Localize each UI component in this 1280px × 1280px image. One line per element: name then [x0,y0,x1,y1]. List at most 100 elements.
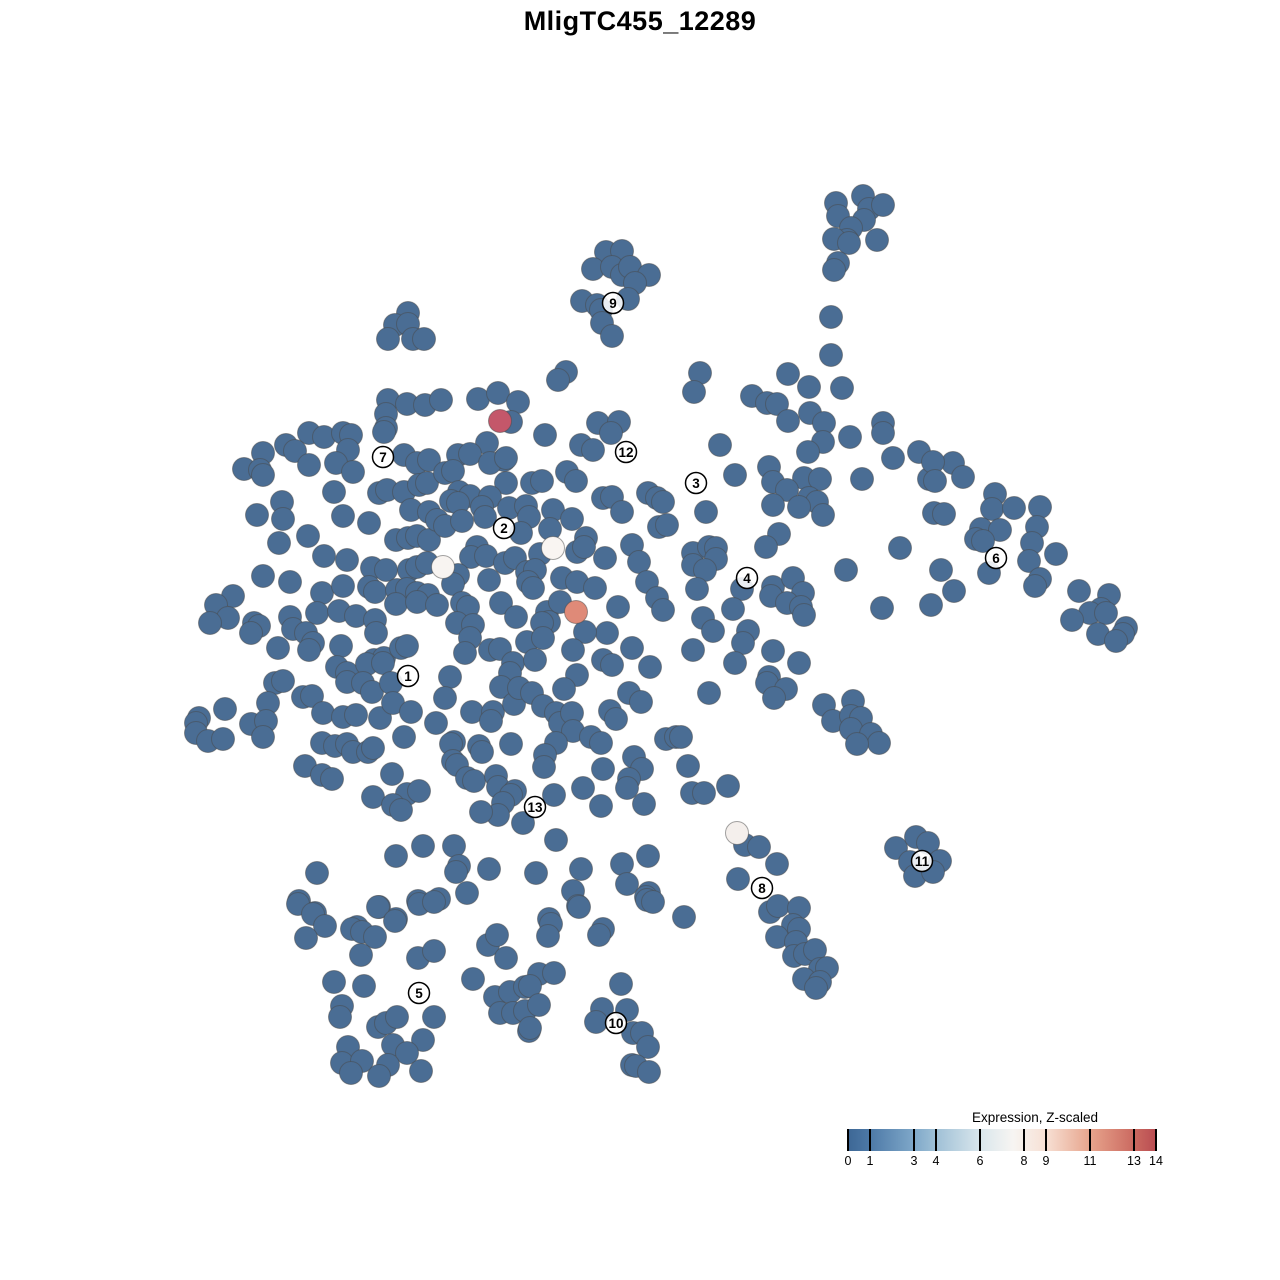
data-point [637,1060,661,1084]
data-point [267,531,291,555]
data-point [721,597,745,621]
data-point [560,507,584,531]
data-point [552,677,576,701]
data-point [300,684,324,708]
data-point [988,518,1012,542]
data-point [591,757,615,781]
data-point [411,1028,435,1052]
data-point [1104,629,1128,653]
data-point [865,228,889,252]
data-point [470,740,494,764]
data-point [251,564,275,588]
data-point [569,857,593,881]
data-point [376,327,400,351]
data-point [610,852,634,876]
data-point [830,376,854,400]
data-point [441,459,465,483]
data-point [384,592,408,616]
data-point [504,605,528,629]
data-point [929,558,953,582]
data-point [385,1005,409,1029]
data-point [797,375,821,399]
cluster-label-4: 4 [735,566,759,590]
data-point [600,324,624,348]
data-point [322,970,346,994]
data-point [455,881,479,905]
data-point [422,939,446,963]
data-point [761,639,785,663]
legend-tick-label: 14 [1149,1154,1163,1168]
svg-text:2: 2 [500,521,508,536]
data-point [573,620,597,644]
data-point [923,469,947,493]
data-point [747,835,771,859]
data-point [787,495,811,519]
data-point [604,707,628,731]
data-point [542,961,566,985]
data-point [838,425,862,449]
data-point [701,619,725,643]
data-point [363,580,387,604]
data-point [405,590,429,614]
data-point [411,834,435,858]
data-point [561,638,585,662]
data-point [609,972,633,996]
chart-title: MligTC455_12289 [523,6,757,36]
data-point [571,776,595,800]
data-point [655,513,679,537]
data-point [544,828,568,852]
data-point [477,857,501,881]
data-point [297,453,321,477]
data-point [792,603,816,627]
data-point [433,686,457,710]
data-point [765,392,789,416]
data-point [296,524,320,548]
data-point [523,648,547,672]
data-point [466,387,490,411]
data-point [1060,608,1084,632]
data-point [271,669,295,693]
data-point [951,465,975,489]
data-point [682,380,706,404]
cluster-label-12: 12 [614,440,638,464]
data-point [819,305,843,329]
data-point [486,381,510,405]
data-point [567,895,591,919]
data-point [305,861,329,885]
data-point [651,598,675,622]
data-point [542,783,566,807]
data-point [363,925,387,949]
data-point [595,621,619,645]
data-point [615,872,639,896]
data-point [1067,579,1091,603]
legend-tick-label: 6 [976,1154,984,1168]
data-point [676,754,700,778]
data-point [310,581,334,605]
data-point [672,905,696,929]
data-point [313,914,337,938]
data-point [589,794,613,818]
legend-tick-label: 8 [1020,1154,1028,1168]
data-point [395,634,419,658]
data-point [1044,542,1068,566]
data-point [374,558,398,582]
data-point [971,529,995,553]
cluster-label-6: 6 [984,546,1008,570]
data-point [776,409,800,433]
data-point [328,1005,352,1029]
svg-text:1: 1 [404,669,412,684]
data-point [239,621,263,645]
svg-text:8: 8 [758,881,766,896]
data-point [583,576,607,600]
data-point [278,570,302,594]
legend-tick [913,1129,915,1151]
legend-tick-label: 0 [844,1154,852,1168]
data-point [364,621,388,645]
data-point [331,504,355,528]
data-point [331,574,355,598]
data-point [533,423,557,447]
data-point [776,362,800,386]
data-point [453,641,477,665]
data-point [754,535,778,559]
